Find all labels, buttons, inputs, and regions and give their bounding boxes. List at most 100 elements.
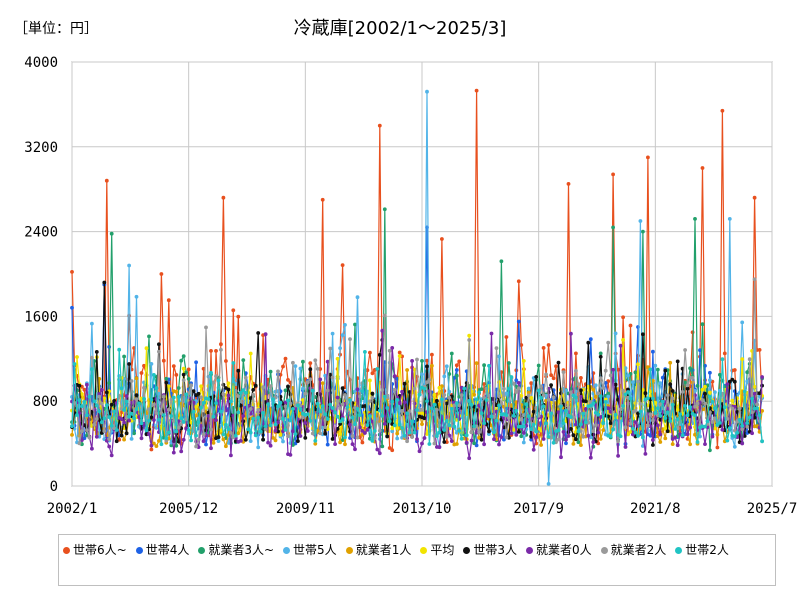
data-point	[444, 401, 449, 406]
data-point	[368, 350, 372, 355]
data-point	[613, 382, 618, 387]
data-point	[688, 442, 692, 447]
data-point	[425, 358, 429, 363]
data-point	[224, 359, 228, 363]
data-point	[278, 400, 283, 405]
data-point	[579, 394, 583, 399]
data-point	[415, 408, 419, 412]
line-chart: 0 800 1600 2400 3200 4000 2002/1 2005/12 2009/1…	[24, 55, 797, 517]
data-point	[114, 439, 119, 444]
data-point	[90, 446, 94, 451]
data-point	[253, 420, 258, 425]
data-point	[370, 371, 375, 376]
data-point	[268, 423, 273, 428]
data-point	[655, 367, 660, 372]
data-point	[209, 427, 213, 432]
legend-marker-icon	[135, 547, 143, 554]
legend-label: 就業者3人~	[208, 543, 275, 557]
data-point	[360, 429, 365, 433]
data-point	[499, 259, 504, 264]
data-point	[497, 442, 501, 447]
data-point	[206, 397, 211, 401]
data-point	[164, 376, 169, 381]
legend-marker-icon	[463, 547, 471, 554]
data-point	[569, 390, 573, 395]
data-point	[293, 364, 298, 368]
data-point	[420, 441, 424, 446]
data-point	[77, 398, 82, 402]
data-point	[516, 319, 521, 324]
data-point	[519, 343, 524, 347]
data-point	[350, 434, 355, 439]
data-point	[194, 433, 199, 438]
data-point	[435, 434, 439, 438]
data-point	[658, 432, 663, 437]
data-point	[422, 386, 427, 391]
data-point	[184, 370, 189, 375]
data-point	[323, 373, 328, 378]
data-point	[124, 431, 129, 436]
data-point	[745, 379, 750, 384]
data-point	[283, 404, 288, 409]
data-point	[703, 442, 707, 446]
data-point	[598, 394, 603, 399]
data-point	[236, 368, 241, 373]
data-point	[268, 369, 273, 374]
data-point	[541, 404, 546, 409]
data-point	[390, 448, 395, 453]
data-point	[732, 444, 737, 449]
legend-item: 就業者3人~	[198, 541, 274, 559]
data-point	[574, 437, 578, 442]
data-point	[258, 429, 263, 434]
data-point	[102, 416, 107, 421]
data-point	[516, 381, 521, 385]
data-point	[179, 416, 184, 421]
data-point	[613, 331, 618, 336]
data-point	[425, 89, 429, 94]
data-point	[636, 434, 640, 438]
data-point	[216, 378, 221, 383]
data-point	[370, 391, 375, 396]
data-point	[335, 414, 340, 419]
data-point	[261, 385, 265, 390]
unit-label: ［単位：円］	[14, 21, 98, 37]
data-point	[159, 272, 164, 276]
data-point	[124, 399, 129, 404]
data-point	[427, 377, 432, 382]
data-point	[142, 385, 146, 390]
data-point	[420, 359, 424, 363]
data-point	[509, 375, 514, 379]
data-point	[149, 443, 154, 448]
data-point	[703, 401, 707, 406]
data-point	[382, 421, 387, 426]
data-point	[720, 108, 725, 113]
data-point	[345, 405, 350, 409]
data-point	[583, 407, 588, 411]
data-point	[727, 403, 732, 408]
data-point	[194, 405, 199, 409]
data-point	[596, 412, 601, 417]
data-point	[387, 446, 392, 450]
data-point	[363, 431, 367, 435]
data-point	[546, 398, 551, 402]
data-point	[730, 406, 735, 411]
data-point	[670, 396, 675, 401]
data-point	[760, 375, 764, 379]
data-point	[586, 433, 591, 438]
data-point	[722, 405, 727, 410]
data-point	[224, 422, 228, 427]
data-point	[330, 331, 335, 336]
data-point	[85, 413, 89, 418]
data-point	[561, 430, 566, 434]
data-point	[196, 391, 201, 396]
data-point	[700, 322, 705, 327]
data-point	[214, 349, 218, 353]
data-point	[611, 427, 615, 432]
data-point	[467, 338, 472, 342]
data-point	[464, 440, 469, 445]
data-point	[360, 389, 365, 393]
data-point	[442, 374, 447, 379]
data-point	[683, 404, 687, 408]
data-point	[591, 429, 596, 433]
data-point	[507, 386, 511, 391]
